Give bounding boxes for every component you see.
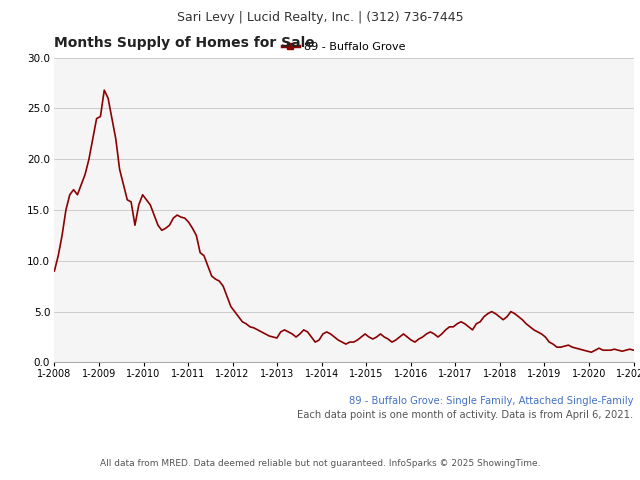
Legend: 89 - Buffalo Grove: 89 - Buffalo Grove [278,37,410,56]
Text: 89 - Buffalo Grove: Single Family, Attached Single-Family: 89 - Buffalo Grove: Single Family, Attac… [349,396,634,406]
Text: Sari Levy | Lucid Realty, Inc. | (312) 736-7445: Sari Levy | Lucid Realty, Inc. | (312) 7… [177,11,463,24]
Text: Each data point is one month of activity. Data is from April 6, 2021.: Each data point is one month of activity… [298,410,634,420]
Text: All data from MRED. Data deemed reliable but not guaranteed. InfoSparks © 2025 S: All data from MRED. Data deemed reliable… [100,459,540,468]
Text: Months Supply of Homes for Sale: Months Supply of Homes for Sale [54,36,315,50]
